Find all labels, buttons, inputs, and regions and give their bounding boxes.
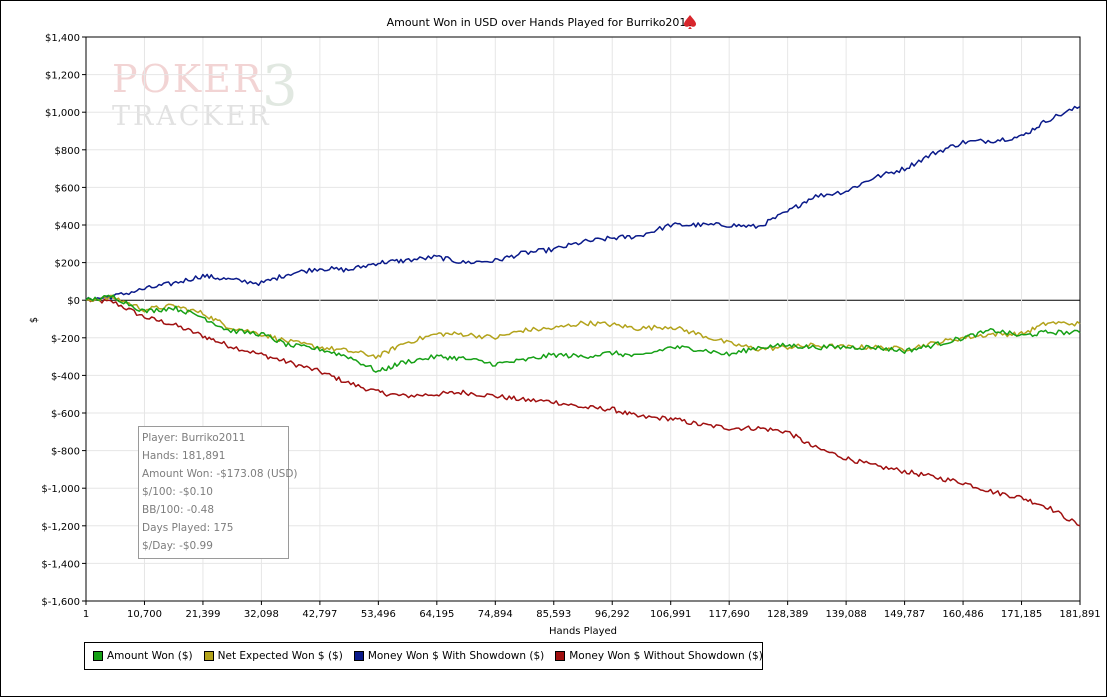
- legend-item-net-expected-won[interactable]: Net Expected Won $ ($): [203, 650, 343, 662]
- x-axis: 1 10,700 21,399 32,098 42,797 53,496 64,195 74,…: [83, 601, 1101, 620]
- x-axis-title: Hands Played: [549, 626, 617, 637]
- series-line-2: [85, 105, 1081, 303]
- x-tick-label: 139,088: [825, 609, 866, 620]
- spade-icon: [684, 15, 696, 29]
- y-tick-label: $800: [55, 146, 80, 157]
- x-tick-label: 64,195: [419, 609, 454, 620]
- y-tick-label: $200: [55, 259, 80, 270]
- y-tick-label: $-600: [51, 409, 80, 420]
- y-tick-label: $-1,400: [41, 559, 80, 570]
- y-tick-label: $-200: [51, 334, 80, 345]
- y-tick-label: $600: [55, 183, 80, 194]
- legend-swatch: [555, 651, 566, 661]
- series-lines: [85, 105, 1081, 527]
- player-stats-box: Player: Burriko2011 Hands: 181,891 Amoun…: [138, 426, 298, 559]
- y-tick-label: $1,200: [45, 71, 80, 82]
- x-tick-label: 85,593: [536, 609, 571, 620]
- x-tick-label: 128,389: [767, 609, 808, 620]
- legend-label: Money Won $ Without Showdown ($): [569, 650, 763, 662]
- legend-swatch: [353, 651, 364, 661]
- svg-text:3: 3: [262, 54, 298, 119]
- series-line-3: [85, 297, 1081, 527]
- stat-bb-per-100: BB/100: -0.48: [142, 504, 215, 516]
- x-tick-label: 32,098: [244, 609, 279, 620]
- x-tick-label: 96,292: [595, 609, 630, 620]
- legend-label: Amount Won ($): [107, 650, 193, 662]
- stat-amount-won: Amount Won: -$173.08 (USD): [142, 468, 298, 480]
- stat-player: Player: Burriko2011: [142, 432, 246, 444]
- y-tick-label: $-1,000: [41, 484, 80, 495]
- y-tick-label: $1,400: [45, 33, 80, 44]
- x-tick-label: 42,797: [302, 609, 337, 620]
- y-tick-label: $-1,600: [41, 597, 80, 608]
- legend: Amount Won ($) Net Expected Won $ ($) Mo…: [84, 642, 763, 670]
- legend-item-won-with-showdown[interactable]: Money Won $ With Showdown ($): [353, 650, 545, 662]
- x-tick-label: 171,185: [1001, 609, 1042, 620]
- x-tick-label: 21,399: [185, 609, 220, 620]
- y-tick-label: $-400: [51, 371, 80, 382]
- y-tick-label: $400: [55, 221, 80, 232]
- legend-item-amount-won[interactable]: Amount Won ($): [93, 650, 193, 662]
- legend-item-won-without-showdown[interactable]: Money Won $ Without Showdown ($): [555, 650, 763, 662]
- x-tick-label: 1: [83, 609, 89, 620]
- y-tick-label: $1,000: [45, 108, 80, 119]
- legend-label: Money Won $ With Showdown ($): [367, 650, 545, 662]
- plot-area-border: [85, 36, 1081, 602]
- x-tick-label: 53,496: [361, 609, 396, 620]
- y-tick-label: $-1,200: [41, 522, 80, 533]
- y-axis: $1,400 $1,200 $1,000 $800 $600 $400 $200 $0 $-20…: [41, 33, 86, 608]
- series-line-0: [85, 294, 1081, 373]
- series-line-1: [85, 294, 1081, 360]
- y-tick-label: $0: [67, 296, 80, 307]
- x-tick-label: 160,486: [942, 609, 983, 620]
- x-tick-label: 117,690: [708, 609, 749, 620]
- legend-swatch: [93, 651, 103, 661]
- stat-dollars-per-100: $/100: -$0.10: [142, 486, 213, 498]
- x-tick-label: 10,700: [127, 609, 162, 620]
- legend-swatch: [203, 651, 214, 661]
- stat-hands: Hands: 181,891: [142, 450, 226, 462]
- x-tick-label: 181,891: [1059, 609, 1100, 620]
- y-tick-label: $-800: [51, 447, 80, 458]
- legend-label: Net Expected Won $ ($): [217, 650, 343, 662]
- svg-text:TRACKER: TRACKER: [112, 101, 272, 132]
- svg-text:POKER: POKER: [112, 57, 263, 101]
- x-tick-label: 74,894: [478, 609, 513, 620]
- stat-dollars-per-day: $/Day: -$0.99: [142, 540, 213, 552]
- x-tick-label: 149,787: [884, 609, 925, 620]
- x-tick-label: 106,991: [650, 609, 691, 620]
- chart-title: Amount Won in USD over Hands Played for …: [387, 16, 694, 29]
- y-axis-title: $: [29, 317, 40, 323]
- pokertracker-watermark-logo: POKER 3 TRACKER: [112, 54, 298, 132]
- stat-days-played: Days Played: 175: [142, 522, 234, 534]
